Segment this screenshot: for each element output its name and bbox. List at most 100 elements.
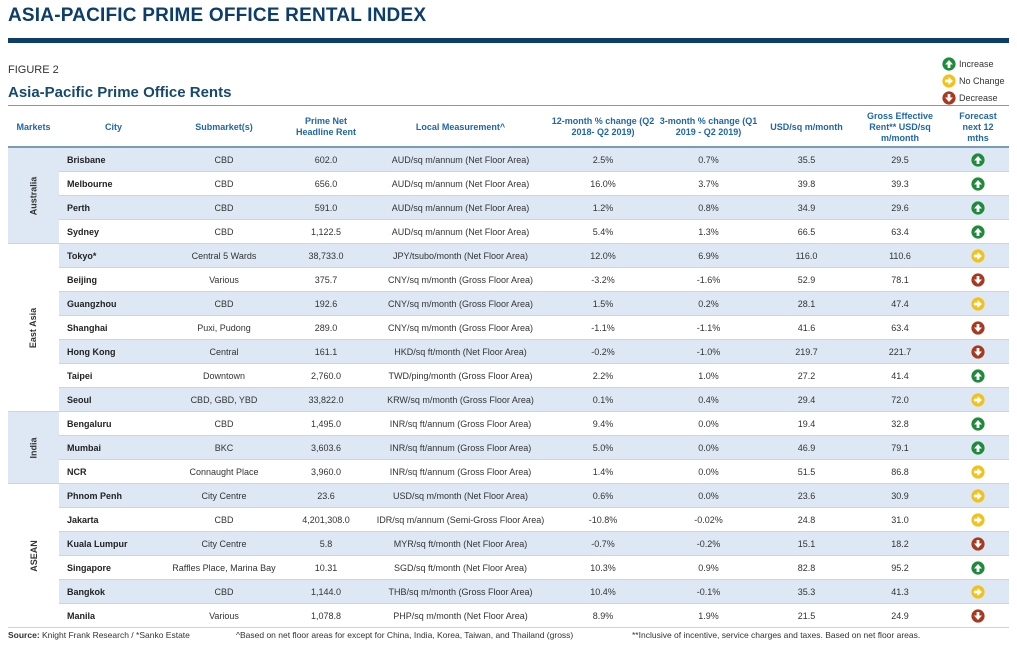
- legend-label: No Change: [959, 75, 1005, 86]
- subtitle-divider: [8, 105, 1009, 106]
- forecast-cell: [947, 579, 1009, 604]
- local-measurement-cell: MYR/sq ft/month (Net Floor Area): [372, 531, 549, 556]
- change-12m-cell: -0.2%: [549, 339, 657, 364]
- submarket-cell: Raffles Place, Marina Bay: [168, 555, 280, 580]
- change-12m-cell: -0.7%: [549, 531, 657, 556]
- change-3m-cell: 0.7%: [657, 147, 760, 172]
- table-row: Sydney CBD 1,122.5 AUD/sq m/annum (Net Floo…: [8, 219, 1009, 244]
- usd-rent-cell: 34.9: [760, 195, 853, 220]
- gross-effective-rent-cell: 31.0: [853, 507, 947, 532]
- arrow-right-icon: [971, 488, 985, 503]
- legend-item-increase: Increase: [942, 55, 1005, 72]
- local-measurement-cell: INR/sq ft/annum (Gross Floor Area): [372, 459, 549, 484]
- usd-rent-cell: 27.2: [760, 363, 853, 388]
- table-row: Melbourne CBD 656.0 AUD/sq m/annum (Net Flo…: [8, 171, 1009, 196]
- arrow-right-icon: [942, 73, 956, 88]
- table-row: India Bengaluru CBD 1,495.0 INR/sq ft/annum …: [8, 411, 1009, 484]
- source-note: Source: Knight Frank Research / *Sanko E…: [8, 630, 190, 640]
- usd-rent-cell: 219.7: [760, 339, 853, 364]
- city-cell: Guangzhou: [59, 291, 168, 316]
- local-measurement-cell: CNY/sq m/month (Gross Floor Area): [372, 291, 549, 316]
- submarket-cell: Central: [168, 339, 280, 364]
- change-12m-cell: 5.0%: [549, 435, 657, 460]
- arrow-up-icon: [971, 440, 985, 455]
- table-row: East Asia Tokyo* Central 5 Wards 38,733.0 JP…: [8, 243, 1009, 412]
- table-row: Mumbai BKC 3,603.6 INR/sq ft/annum (Gross F…: [8, 435, 1009, 460]
- footnote-floor-area: ^Based on net floor areas for except for…: [236, 630, 574, 640]
- submarket-cell: CBD: [168, 147, 280, 172]
- arrow-right-icon: [971, 392, 985, 407]
- change-3m-cell: -1.6%: [657, 267, 760, 292]
- headline-rent-cell: 375.7: [280, 267, 372, 292]
- forecast-cell: [947, 219, 1009, 244]
- usd-rent-cell: 66.5: [760, 219, 853, 244]
- change-3m-cell: 3.7%: [657, 171, 760, 196]
- change-3m-cell: -0.2%: [657, 531, 760, 556]
- change-12m-cell: 0.1%: [549, 387, 657, 412]
- arrow-up-icon: [971, 560, 985, 575]
- local-measurement-cell: HKD/sq ft/month (Net Floor Area): [372, 339, 549, 364]
- submarket-cell: CBD: [168, 171, 280, 196]
- figure-label: FIGURE 2: [8, 64, 59, 76]
- forecast-cell: [947, 411, 1009, 436]
- change-3m-cell: -0.02%: [657, 507, 760, 532]
- headline-rent-cell: 10.31: [280, 555, 372, 580]
- submarket-cell: CBD, GBD, YBD: [168, 387, 280, 412]
- usd-rent-cell: 46.9: [760, 435, 853, 460]
- column-header: Forecast next 12 mths: [947, 108, 1009, 148]
- gross-effective-rent-cell: 30.9: [853, 483, 947, 508]
- change-3m-cell: 0.0%: [657, 435, 760, 460]
- headline-rent-cell: 2,760.0: [280, 363, 372, 388]
- source-label: Source:: [8, 630, 40, 640]
- submarket-cell: CBD: [168, 195, 280, 220]
- change-12m-cell: -3.2%: [549, 267, 657, 292]
- submarket-cell: CBD: [168, 219, 280, 244]
- gross-effective-rent-cell: 39.3: [853, 171, 947, 196]
- local-measurement-cell: TWD/ping/month (Gross Floor Area): [372, 363, 549, 388]
- submarket-cell: Various: [168, 267, 280, 292]
- arrow-down-icon: [971, 344, 985, 359]
- change-12m-cell: 5.4%: [549, 219, 657, 244]
- local-measurement-cell: JPY/tsubo/month (Net Floor Area): [372, 243, 549, 268]
- arrow-down-icon: [971, 608, 985, 623]
- local-measurement-cell: AUD/sq m/annum (Net Floor Area): [372, 195, 549, 220]
- submarket-cell: CBD: [168, 411, 280, 436]
- usd-rent-cell: 35.3: [760, 579, 853, 604]
- city-cell: Manila: [59, 603, 168, 628]
- local-measurement-cell: SGD/sq ft/month (Net Floor Area): [372, 555, 549, 580]
- footnote-gross-effective: **Inclusive of incentive, service charge…: [632, 630, 921, 640]
- usd-rent-cell: 82.8: [760, 555, 853, 580]
- city-cell: Phnom Penh: [59, 483, 168, 508]
- forecast-cell: [947, 171, 1009, 196]
- table-body: Australia Brisbane CBD 602.0 AUD/sq m/annum …: [8, 147, 1009, 628]
- forecast-cell: [947, 291, 1009, 316]
- rents-table: Markets City Submarket(s) Prime Net Head…: [8, 108, 1009, 628]
- forecast-cell: [947, 435, 1009, 460]
- local-measurement-cell: INR/sq ft/annum (Gross Floor Area): [372, 411, 549, 436]
- forecast-cell: [947, 531, 1009, 556]
- local-measurement-cell: AUD/sq m/annum (Net Floor Area): [372, 171, 549, 196]
- gross-effective-rent-cell: 47.4: [853, 291, 947, 316]
- local-measurement-cell: INR/sq ft/annum (Gross Floor Area): [372, 435, 549, 460]
- change-12m-cell: 1.5%: [549, 291, 657, 316]
- table-row: ASEAN Phnom Penh City Centre 23.6 USD/sq m/m…: [8, 483, 1009, 628]
- headline-rent-cell: 1,078.8: [280, 603, 372, 628]
- table-row: Manila Various 1,078.8 PHP/sq m/month (Net …: [8, 603, 1009, 628]
- change-3m-cell: -0.1%: [657, 579, 760, 604]
- column-header: 3-month % change (Q1 2019 - Q2 2019): [657, 108, 760, 148]
- forecast-cell: [947, 555, 1009, 580]
- arrow-down-icon: [971, 320, 985, 335]
- change-3m-cell: -1.0%: [657, 339, 760, 364]
- city-cell: Bengaluru: [59, 411, 168, 436]
- change-12m-cell: 1.2%: [549, 195, 657, 220]
- headline-rent-cell: 591.0: [280, 195, 372, 220]
- city-cell: Tokyo*: [59, 243, 168, 268]
- column-header: Markets: [8, 108, 59, 148]
- forecast-cell: [947, 267, 1009, 292]
- arrow-up-icon: [971, 224, 985, 239]
- figure-title: Asia-Pacific Prime Office Rents: [8, 84, 232, 101]
- gross-effective-rent-cell: 29.6: [853, 195, 947, 220]
- headline-rent-cell: 38,733.0: [280, 243, 372, 268]
- forecast-cell: [947, 243, 1009, 268]
- arrow-right-icon: [971, 248, 985, 263]
